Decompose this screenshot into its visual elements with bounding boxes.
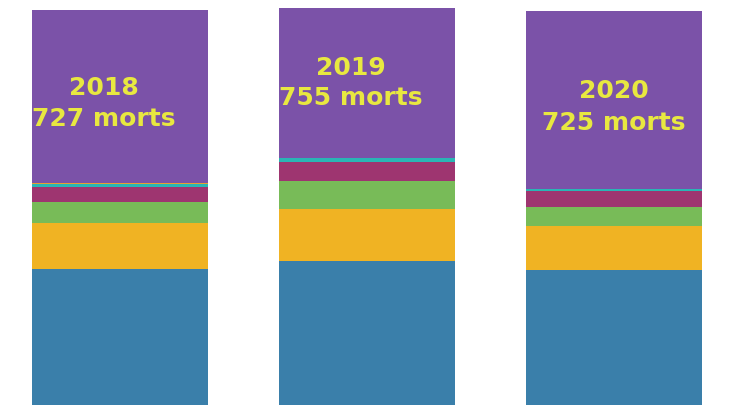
Bar [32, 202, 208, 223]
Bar [32, 269, 208, 405]
Text: 755 morts: 755 morts [279, 85, 422, 110]
Bar [32, 187, 208, 202]
Bar [279, 158, 455, 162]
Bar [279, 261, 455, 405]
Bar [32, 184, 208, 187]
Bar [526, 206, 702, 225]
Bar [32, 183, 208, 184]
Text: 725 morts: 725 morts [542, 111, 686, 135]
Text: 2020: 2020 [578, 79, 649, 103]
Bar [526, 11, 702, 189]
Bar [526, 225, 702, 270]
Text: 2018: 2018 [69, 76, 139, 100]
Bar [32, 10, 208, 183]
Bar [279, 162, 455, 181]
Bar [279, 181, 455, 209]
Bar [526, 189, 702, 191]
Bar [526, 270, 702, 405]
Bar [526, 191, 702, 206]
Text: 2019: 2019 [316, 56, 385, 80]
Bar [279, 0, 455, 158]
Bar [32, 223, 208, 269]
Bar [279, 209, 455, 261]
Text: 727 morts: 727 morts [32, 107, 175, 131]
